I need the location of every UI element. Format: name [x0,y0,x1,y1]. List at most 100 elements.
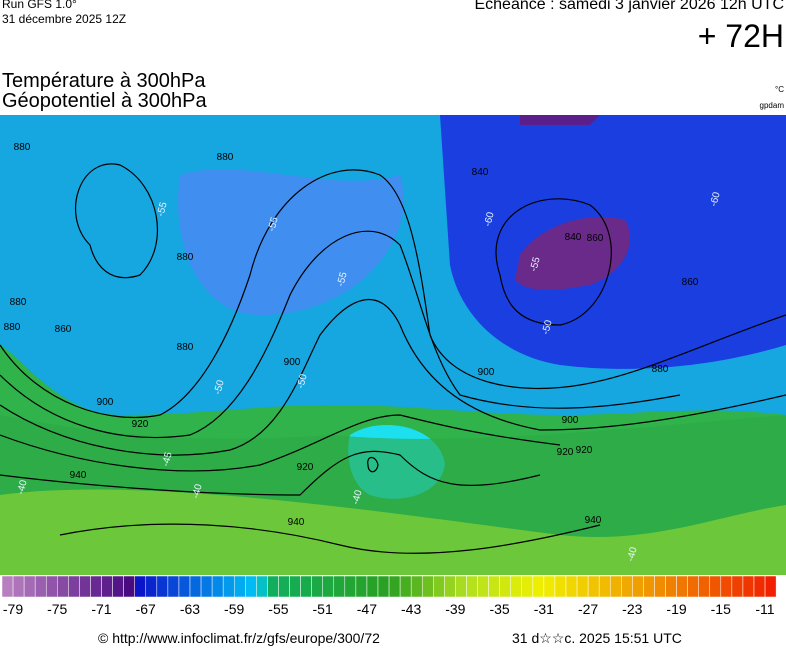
contour-label: 880 [4,322,21,333]
colorbar-swatch [278,575,290,598]
colorbar-swatch [444,575,456,598]
colorbar-swatch [333,575,346,598]
colorbar-swatch [731,575,744,598]
contour-label: 840 [565,232,582,243]
colorbar-swatch [12,575,25,598]
contour-label: 880 [177,342,194,353]
colorbar-swatch [665,575,677,598]
colorbar-label: -79 [3,601,23,617]
contour-label: -50 [295,373,309,390]
colorbar-swatch [90,575,102,598]
contour-label: 920 [132,419,149,430]
contour-label: -40 [15,479,29,496]
colorbar-swatch [587,575,600,598]
colorbar-label: -51 [313,601,333,617]
very-cold [520,115,600,125]
lead-time: + 72H [697,18,784,54]
cool-area [178,169,404,315]
colorbar-label: -71 [91,601,111,617]
contour-label: 880 [652,364,669,375]
colorbar-swatch [410,575,423,598]
colorbar-swatch [112,575,124,598]
contour-label: 880 [10,297,27,308]
colorbar-label: -31 [534,601,554,617]
colorbar-swatch [101,575,113,598]
colorbar-swatch [720,575,733,598]
colorbar-swatch [698,575,711,598]
colorbar-swatch [355,575,368,598]
colorbar-swatch [421,575,434,598]
contour-label: 940 [70,470,87,481]
colorbar-swatch [79,575,91,598]
colorbar-swatch [499,575,511,598]
colorbar-swatch [322,575,335,598]
contour-label: -40 [190,483,204,500]
contour-label: -60 [708,191,722,208]
contour-label: -50 [212,379,226,396]
colorbar-swatch [676,575,688,598]
map: 880 880 880 900 880 900 920 940 920 940 880 860 880 9… [0,115,786,575]
colorbar-swatch [1,575,14,598]
colorbar-label: -43 [401,601,421,617]
colorbar-swatch [609,575,622,598]
contour-label: 860 [55,324,72,335]
colorbar-swatch [45,575,58,598]
contour-label: -55 [155,201,169,218]
contour-label: 860 [587,233,604,244]
colorbar-label: -11 [755,601,774,617]
contour-label: 860 [682,277,699,288]
colorbar-label: -27 [578,601,598,617]
contour-label: 880 [217,152,234,163]
colorbar-swatch [510,575,523,598]
colorbar-swatch [433,575,445,598]
colorbar-swatch [565,575,578,598]
colorbar-swatch [189,575,202,598]
colorbar-swatch [455,575,467,598]
colorbar-label: -47 [357,601,377,617]
colorbar-label: -59 [224,601,244,617]
colorbar-swatch [311,575,323,598]
contour-label: 920 [576,445,593,456]
colorbar-swatch [156,575,169,598]
colorbar-swatch [366,575,379,598]
colorbar-swatch [687,575,699,598]
contour-label: 900 [562,415,579,426]
colorbar-swatch [466,575,478,598]
colorbar-swatch [399,575,412,598]
contour-label: -55 [335,271,349,288]
contour-label: 940 [288,517,305,528]
colorbar-swatch [477,575,489,598]
colorbar-swatch [222,575,235,598]
colorbar-label: -63 [180,601,200,617]
contour-label: -40 [625,546,639,563]
colorbar-swatch [57,575,69,598]
contour-label: 920 [557,447,574,458]
run: Run GFS 1.0° [2,0,77,11]
colorbar-label: -23 [622,601,642,617]
very-cold [515,216,631,290]
colorbar-swatch [543,575,556,598]
colorbar-swatch [598,575,611,598]
colorbar-label: -39 [445,601,465,617]
colorbar-swatch [123,575,135,598]
colorbar-swatch [753,575,766,598]
colorbar-swatch [764,575,777,598]
colorbar-swatch [709,575,722,598]
contour-label: 900 [284,357,301,368]
colorbar-swatch [488,575,500,598]
source: © http://www.infoclimat.fr/z/gfs/europe/… [98,630,380,646]
colorbar-swatch [388,575,401,598]
colorbar-swatch [233,575,246,598]
contour-label: -50 [540,319,554,336]
contour-label: 840 [472,167,489,178]
contour-label: -45 [160,451,174,468]
colorbar-label: -75 [47,601,67,617]
colorbar-label: -15 [711,601,731,617]
colorbar-swatch [532,575,545,598]
colorbar-swatch [245,575,257,598]
timestamp: 31 d☆☆c. 2025 15:51 UTC [512,630,682,646]
unit: gpdam [759,101,784,110]
colorbar-label: -67 [136,601,156,617]
colorbar-swatch [178,575,191,598]
contours [0,163,786,554]
